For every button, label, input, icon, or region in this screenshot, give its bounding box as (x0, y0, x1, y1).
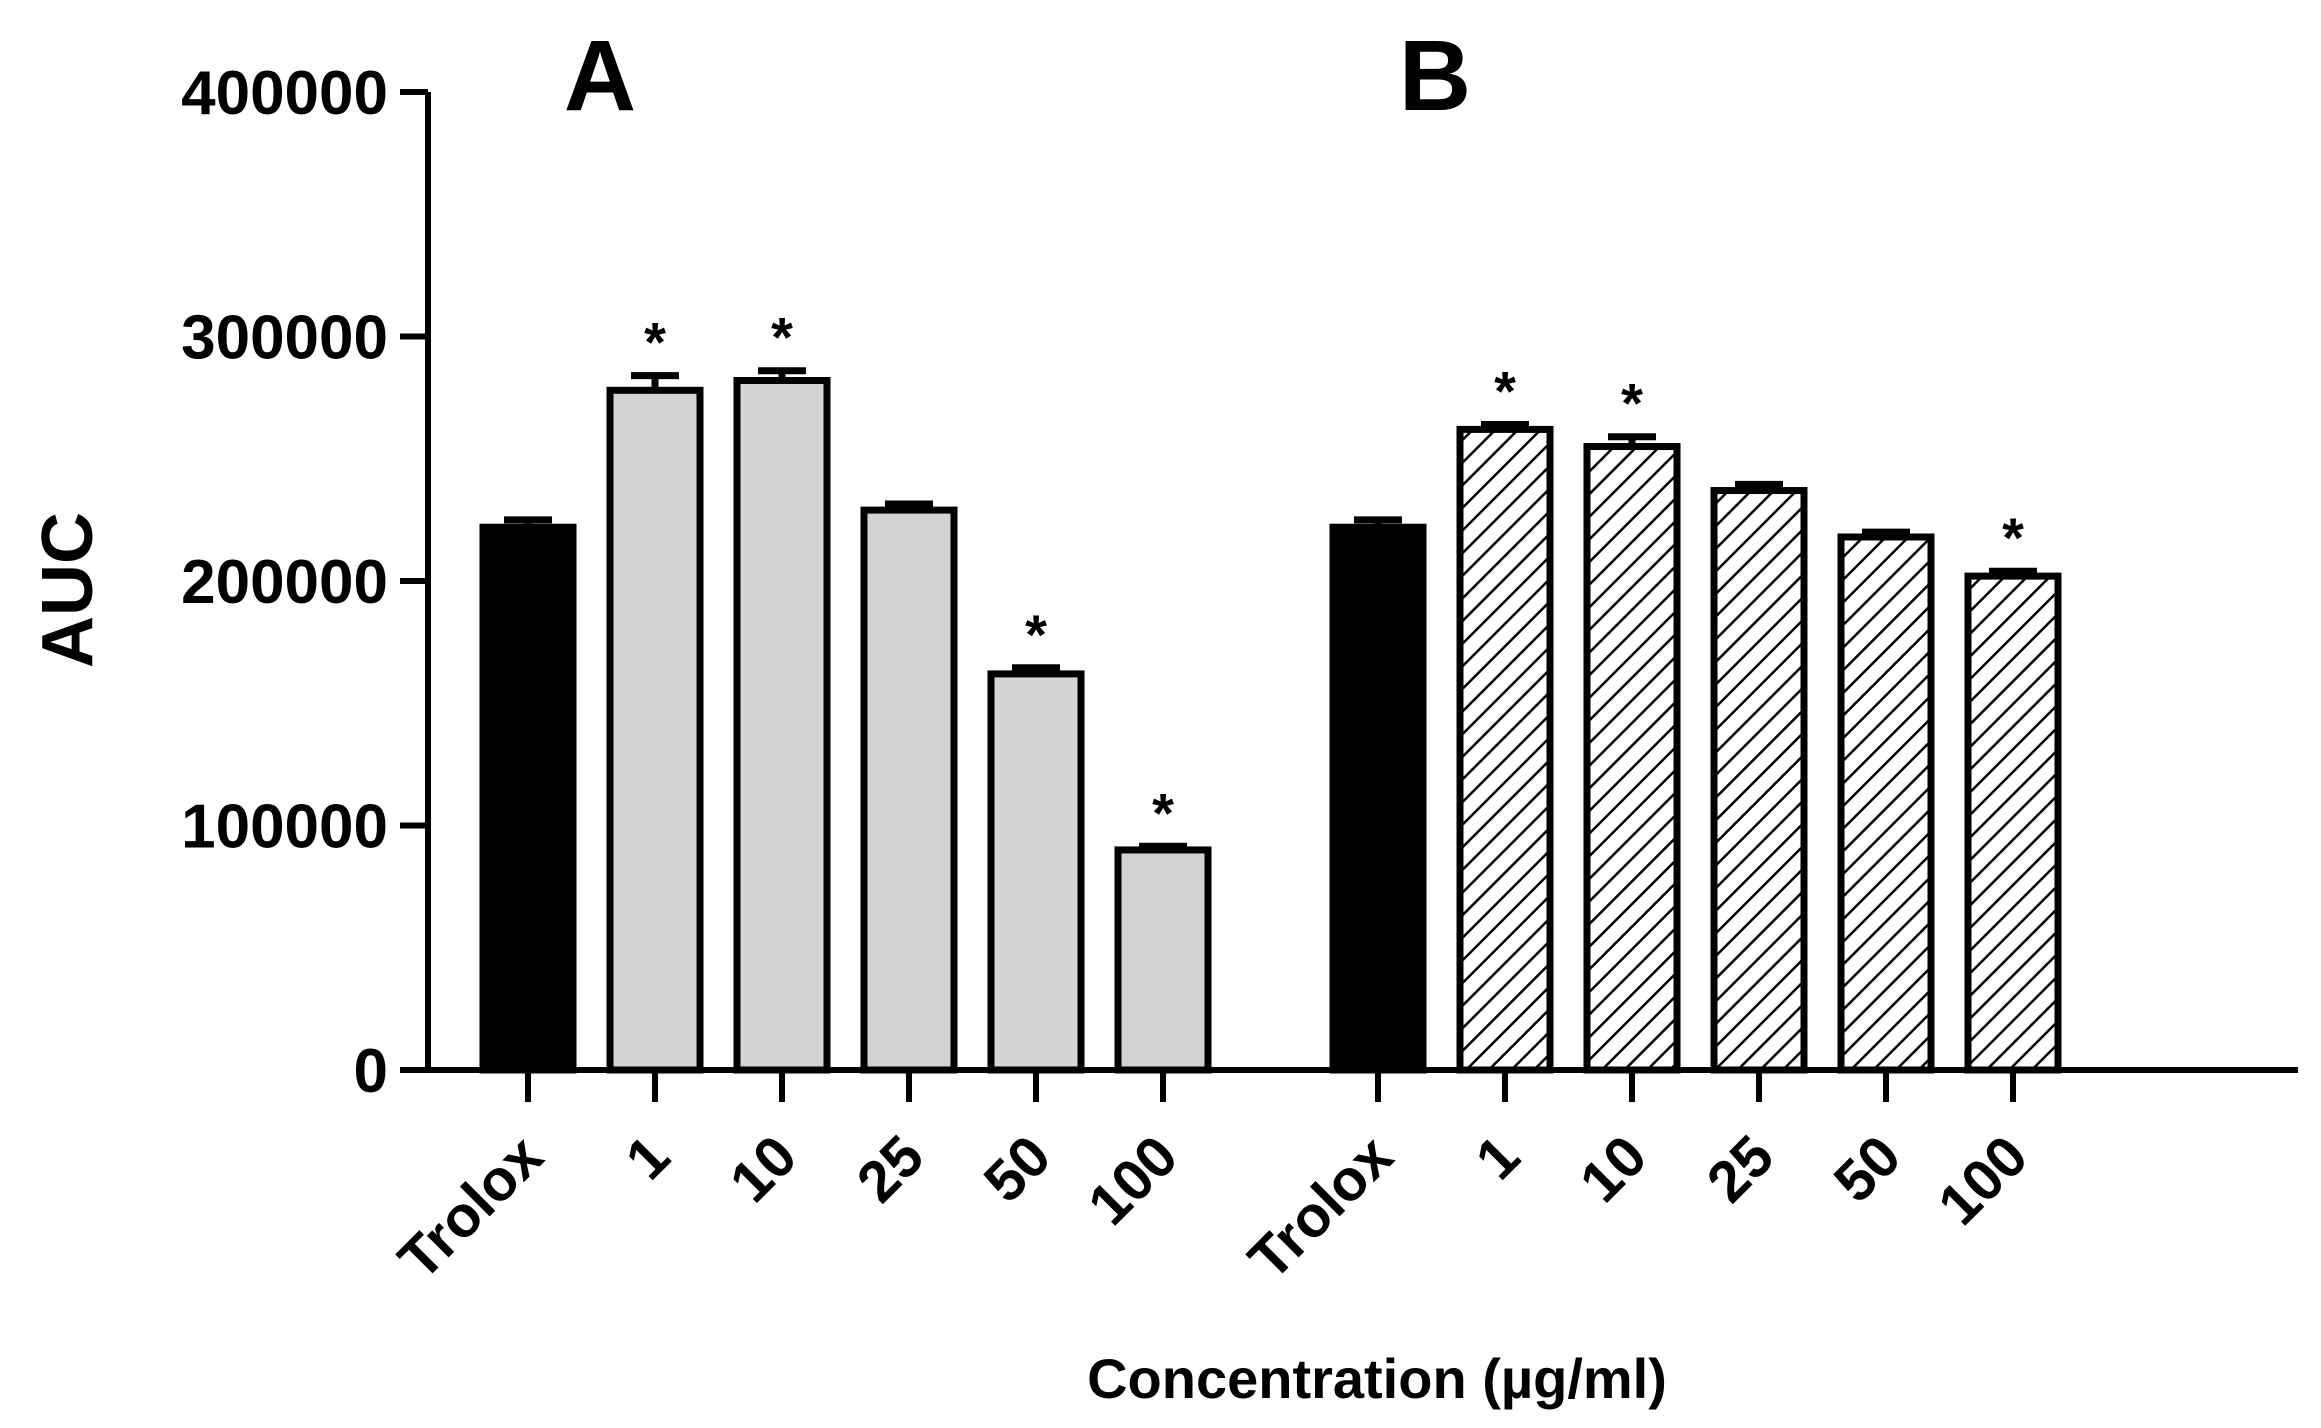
x-tick-label: 1 (613, 1123, 682, 1192)
bar-a-25 (860, 506, 958, 1074)
x-tick-label: 25 (845, 1123, 937, 1215)
x-tick-label: 10 (1568, 1123, 1660, 1215)
y-tick-label: 400000 (181, 59, 388, 128)
x-tick-label: 50 (972, 1123, 1064, 1215)
x-tick-label: 100 (1076, 1123, 1190, 1237)
bar-b-50 (1837, 533, 1935, 1074)
y-tick-label: 100000 (181, 793, 388, 862)
x-tick-label: Trolox (1236, 1123, 1405, 1292)
bar-b-25 (1710, 487, 1808, 1074)
y-axis-label: AUC (28, 512, 108, 668)
significance-marker: * (644, 311, 666, 374)
x-tick-label: 25 (1695, 1123, 1787, 1215)
significance-marker: * (1494, 360, 1516, 423)
significance-marker: * (771, 306, 793, 369)
bar-b-10 (1583, 443, 1681, 1074)
bar-a-1 (606, 386, 704, 1074)
significance-marker: * (1025, 603, 1047, 666)
significance-marker: * (2002, 506, 2024, 569)
significance-marker: * (1152, 781, 1174, 844)
bar-a-50 (987, 670, 1085, 1074)
x-tick-label: 10 (718, 1123, 810, 1215)
bar-a-100 (1114, 846, 1212, 1074)
x-axis-label: Concentration (µg/ml) (1087, 1347, 1667, 1410)
bars-layer (479, 367, 2062, 1074)
bar-b-100 (1964, 572, 2062, 1074)
bar-a-10 (733, 377, 831, 1074)
y-tick-label: 200000 (181, 548, 388, 617)
bar-a-trolox (479, 523, 577, 1074)
y-tick-label: 300000 (181, 304, 388, 373)
bar-b-trolox (1329, 523, 1427, 1074)
significance-marker: * (1621, 372, 1643, 435)
y-tick-label: 0 (354, 1037, 388, 1106)
bar-b-1 (1456, 425, 1554, 1074)
panel-label-a: A (564, 20, 636, 132)
axes-layer (400, 89, 2298, 1102)
x-tick-label: Trolox (386, 1123, 555, 1292)
x-tick-label: 50 (1822, 1123, 1914, 1215)
x-tick-label: 1 (1463, 1123, 1532, 1192)
panel-label-b: B (1399, 20, 1471, 132)
x-tick-label: 100 (1926, 1123, 2040, 1237)
